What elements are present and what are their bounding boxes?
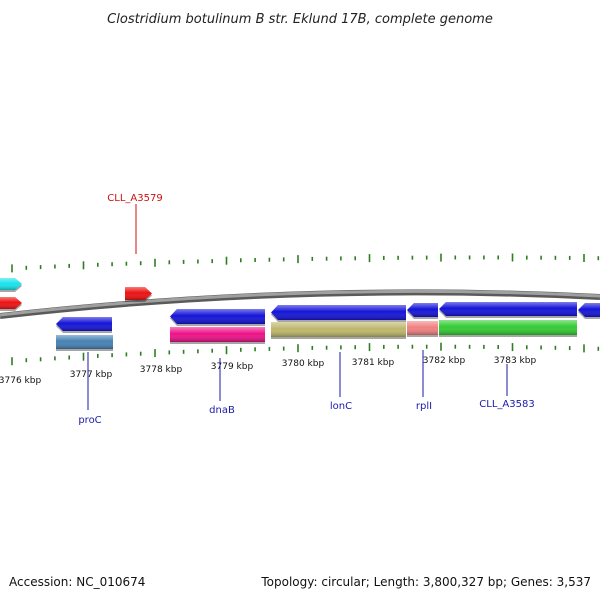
feature-blue-gene-6[interactable] — [578, 303, 600, 319]
gene-label-rplI[interactable]: rplI — [416, 401, 432, 412]
kbp-label: 3782 kbp — [423, 356, 466, 366]
feature-khaki-gene[interactable] — [271, 322, 406, 339]
inner-ticks — [11, 342, 600, 366]
feature-red-gene-CLL_A3579[interactable] — [125, 287, 152, 302]
gene-leader-lines — [87, 204, 508, 410]
feature-sheen — [439, 302, 577, 316]
feature-sheen — [125, 287, 152, 300]
feature-sheen — [271, 322, 406, 337]
feature-sheen — [271, 305, 406, 320]
feature-cyan-gene[interactable] — [0, 278, 22, 292]
kbp-label: 3779 kbp — [211, 362, 254, 372]
feature-sheen — [56, 335, 113, 349]
gene-label-CLL_A3579[interactable]: CLL_A3579 — [107, 193, 162, 204]
feature-blue-gene-3[interactable] — [271, 305, 406, 322]
genome-backbone — [0, 289, 600, 317]
feature-sheen — [0, 278, 22, 290]
map-title: Clostridium botulinum B str. Eklund 17B,… — [107, 12, 493, 27]
feature-sheen — [407, 303, 438, 317]
feature-steelblue-gene[interactable] — [56, 335, 113, 351]
gene-label-dnaB[interactable]: dnaB — [209, 405, 235, 416]
feature-sheen — [407, 321, 438, 335]
kbp-label: 3780 kbp — [282, 359, 325, 369]
feature-green-gene[interactable] — [439, 320, 577, 337]
feature-blue-gene-4[interactable] — [407, 303, 438, 319]
accession-text: Accession: NC_010674 — [9, 575, 145, 589]
feature-blue-gene-5[interactable] — [439, 302, 577, 318]
gene-labels: CLL_A3579 proC dnaB lonC rplI CLL_A3583 — [78, 193, 534, 426]
feature-sheen — [0, 297, 22, 309]
feature-sheen — [170, 327, 265, 342]
feature-track — [0, 278, 600, 351]
feature-pink-gene[interactable] — [170, 327, 265, 344]
kbp-label: 3777 kbp — [70, 370, 113, 380]
feature-salmon-gene[interactable] — [407, 321, 438, 337]
kbp-label: 3781 kbp — [352, 358, 395, 368]
feature-sheen — [439, 320, 577, 335]
feature-sheen — [578, 303, 600, 317]
kbp-label: 3783 kbp — [494, 356, 537, 366]
feature-sheen — [56, 317, 112, 331]
gene-label-CLL_A3583[interactable]: CLL_A3583 — [479, 399, 534, 410]
kbp-label: 3776 kbp — [0, 376, 41, 386]
feature-blue-gene-2[interactable] — [170, 309, 265, 326]
topology-text: Topology: circular; Length: 3,800,327 bp… — [260, 575, 591, 589]
feature-red-gene-left[interactable] — [0, 297, 22, 311]
feature-blue-gene-1[interactable] — [56, 317, 112, 333]
outer-ticks — [11, 253, 600, 273]
feature-sheen — [170, 309, 265, 324]
kbp-labels: 3776 kbp 3777 kbp 3778 kbp 3779 kbp 3780… — [0, 356, 536, 386]
kbp-label: 3778 kbp — [140, 365, 183, 375]
gene-label-lonC[interactable]: lonC — [330, 401, 352, 412]
gene-label-proC[interactable]: proC — [78, 415, 101, 426]
